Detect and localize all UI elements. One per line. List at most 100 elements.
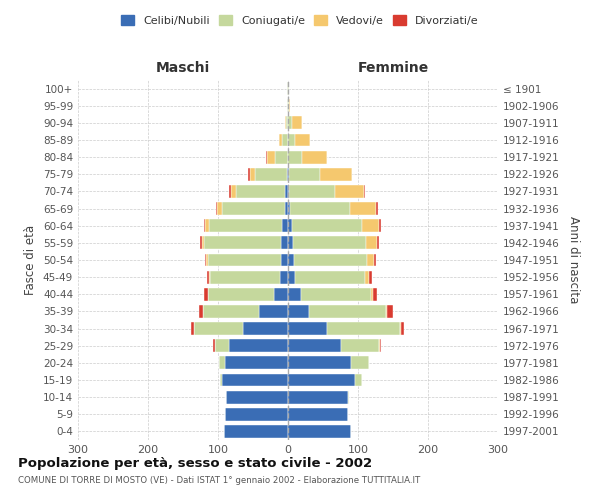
Bar [225, 356, 288, 370]
Bar [267, 150, 275, 164]
Bar [368, 356, 369, 370]
Bar [275, 150, 288, 164]
Bar [361, 220, 379, 232]
Bar [295, 270, 365, 283]
Bar [204, 220, 205, 232]
Bar [220, 374, 221, 386]
Bar [288, 425, 351, 438]
Bar [288, 202, 290, 215]
Text: Popolazione per età, sesso e stato civile - 2002: Popolazione per età, sesso e stato civil… [18, 458, 372, 470]
Bar [295, 134, 310, 146]
Bar [288, 340, 341, 352]
Bar [326, 322, 400, 335]
Bar [350, 202, 376, 215]
Bar [335, 185, 364, 198]
Bar [209, 220, 283, 232]
Text: COMUNE DI TORRE DI MOSTO (VE) - Dati ISTAT 1° gennaio 2002 - Elaborazione TUTTIT: COMUNE DI TORRE DI MOSTO (VE) - Dati IST… [18, 476, 420, 485]
Bar [379, 340, 380, 352]
Bar [400, 322, 401, 335]
Bar [217, 202, 221, 215]
Bar [266, 150, 267, 164]
Bar [288, 185, 289, 198]
Bar [248, 168, 250, 180]
Bar [288, 356, 351, 370]
Bar [364, 185, 365, 198]
Bar [283, 134, 288, 146]
Bar [293, 254, 367, 266]
Bar [279, 134, 283, 146]
Bar [379, 220, 381, 232]
Bar [287, 82, 288, 95]
Bar [388, 305, 393, 318]
Bar [288, 100, 289, 112]
Bar [285, 185, 288, 198]
Bar [290, 202, 350, 215]
Bar [284, 116, 286, 130]
Bar [286, 116, 288, 130]
Bar [288, 236, 293, 250]
Bar [320, 168, 352, 180]
Bar [250, 168, 255, 180]
Bar [230, 185, 236, 198]
Bar [309, 305, 386, 318]
Bar [341, 340, 379, 352]
Bar [281, 254, 288, 266]
Bar [302, 150, 326, 164]
Bar [199, 305, 203, 318]
Bar [226, 390, 288, 404]
Bar [288, 322, 326, 335]
Bar [401, 322, 404, 335]
Bar [242, 322, 288, 335]
Bar [208, 288, 274, 300]
Bar [274, 288, 288, 300]
Bar [191, 322, 193, 335]
Bar [236, 185, 285, 198]
Bar [207, 270, 209, 283]
Bar [229, 340, 288, 352]
Text: Maschi: Maschi [156, 61, 210, 75]
Bar [301, 288, 371, 300]
Bar [221, 374, 288, 386]
Bar [288, 288, 301, 300]
Bar [200, 236, 202, 250]
Bar [206, 254, 208, 266]
Bar [288, 305, 309, 318]
Bar [287, 168, 288, 180]
Y-axis label: Fasce di età: Fasce di età [25, 225, 37, 295]
Bar [216, 202, 217, 215]
Bar [367, 236, 377, 250]
Bar [229, 185, 230, 198]
Bar [287, 100, 288, 112]
Bar [213, 340, 215, 352]
Bar [288, 408, 347, 420]
Bar [284, 202, 288, 215]
Bar [204, 236, 281, 250]
Bar [218, 356, 220, 370]
Bar [380, 340, 381, 352]
Bar [347, 390, 349, 404]
Bar [289, 100, 290, 112]
Text: Femmine: Femmine [358, 61, 428, 75]
Bar [326, 150, 327, 164]
Bar [288, 82, 289, 95]
Bar [293, 236, 367, 250]
Legend: Celibi/Nubili, Coniugati/e, Vedovi/e, Divorziati/e: Celibi/Nubili, Coniugati/e, Vedovi/e, Di… [117, 10, 483, 30]
Bar [280, 270, 288, 283]
Bar [386, 305, 388, 318]
Bar [376, 202, 377, 215]
Bar [221, 202, 284, 215]
Bar [281, 236, 288, 250]
Bar [215, 340, 229, 352]
Bar [255, 168, 287, 180]
Bar [224, 425, 288, 438]
Bar [288, 270, 295, 283]
Bar [283, 220, 288, 232]
Bar [292, 220, 361, 232]
Bar [205, 254, 206, 266]
Bar [289, 185, 335, 198]
Bar [288, 374, 355, 386]
Bar [208, 254, 281, 266]
Bar [288, 220, 292, 232]
Bar [203, 305, 259, 318]
Bar [373, 288, 377, 300]
